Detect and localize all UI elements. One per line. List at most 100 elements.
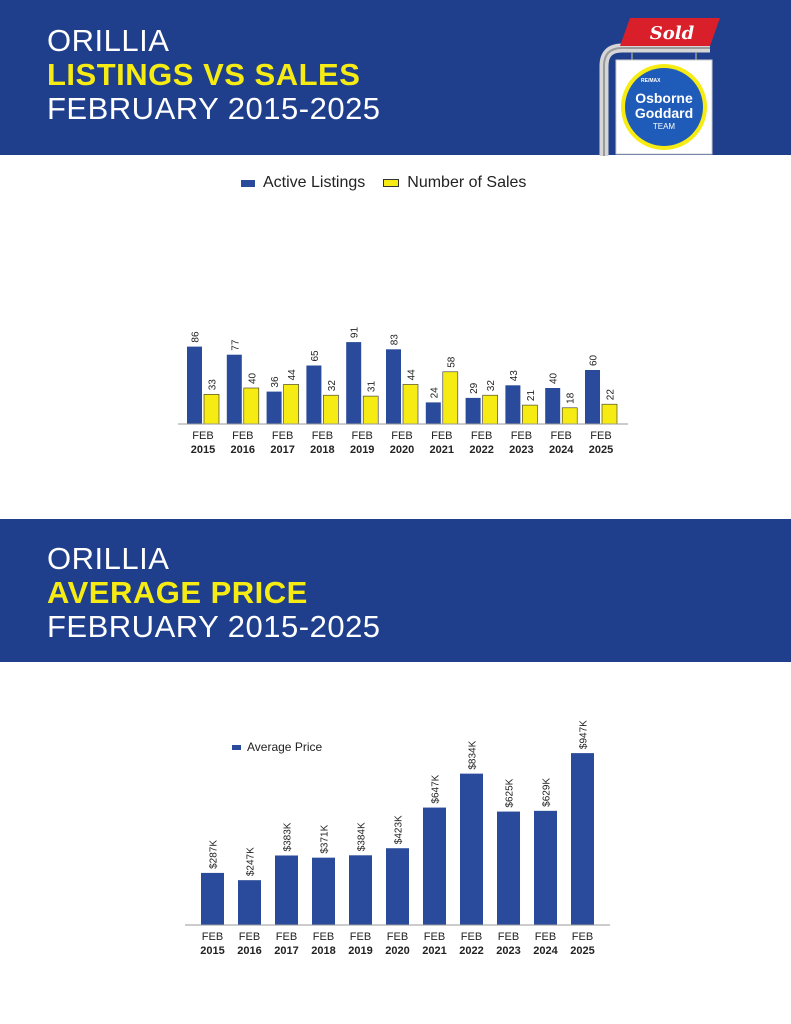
- data-label-price-2021: $647K: [431, 774, 442, 803]
- tick-label-year-2016: 2016: [231, 444, 255, 456]
- tick-label-year-2024: 2024: [549, 444, 574, 456]
- tick-label-month-2-2022: FEB: [461, 931, 482, 943]
- osborne-goddard-logo: Sold RE/MAX Osborne Goddard TEAM: [599, 18, 720, 156]
- bar-listings-2018: [306, 365, 322, 424]
- data-label-price-2016: $247K: [246, 847, 257, 876]
- bar-listings-2022: [465, 397, 481, 424]
- data-label-sales-2017: 44: [287, 369, 298, 381]
- tick-label-month-2018: FEB: [312, 430, 333, 442]
- title-city-2: ORILLIA: [47, 541, 170, 576]
- data-label-listings-2023: 43: [509, 370, 520, 382]
- legend-item-listings: Active Listings: [241, 174, 365, 192]
- bar-price-2018: [312, 857, 335, 925]
- tick-label-year-2017: 2017: [270, 444, 294, 456]
- data-label-sales-2018: 32: [327, 380, 338, 392]
- bar-listings-2019: [346, 342, 362, 424]
- bar-listings-2023: [505, 385, 521, 424]
- tick-label-year-2-2016: 2016: [237, 945, 261, 957]
- listings-vs-sales-chart: 86 33 FEB 2015 77 40 FEB 2016 36 44 FEB 2017 65 32 FEB…: [178, 327, 628, 456]
- data-label-listings-2015: 86: [191, 331, 202, 343]
- legend-swatch-price: [232, 744, 241, 750]
- tick-label-year-2019: 2019: [350, 444, 374, 456]
- title-city: ORILLIA: [47, 23, 170, 58]
- data-label-price-2023: $625K: [505, 778, 516, 807]
- legend-item-sales: Number of Sales: [383, 174, 526, 192]
- legend-swatch-listings: [241, 179, 255, 187]
- bar-listings-2015: [187, 346, 202, 424]
- tick-label-year-2023: 2023: [509, 444, 533, 456]
- bar-price-2019: [349, 855, 372, 925]
- tick-label-year-2022: 2022: [469, 444, 493, 456]
- data-label-sales-2021: 58: [446, 356, 457, 368]
- tick-label-month-2019: FEB: [351, 430, 372, 442]
- data-label-price-2024: $629K: [542, 778, 553, 807]
- legend-label-price: Average Price: [247, 740, 323, 754]
- bar-price-2025: [571, 753, 594, 925]
- tick-label-year-2-2017: 2017: [274, 945, 298, 957]
- sold-label: Sold: [650, 23, 695, 44]
- logo-name-line3: TEAM: [653, 122, 676, 131]
- tick-label-month-2025: FEB: [590, 430, 611, 442]
- bar-listings-2016: [226, 354, 242, 424]
- data-label-listings-2024: 40: [549, 372, 560, 384]
- tick-label-year-2-2022: 2022: [459, 945, 483, 957]
- logo-name-line1: Osborne: [635, 90, 693, 106]
- tick-label-month-2015: FEB: [192, 430, 213, 442]
- data-label-price-2025: $947K: [579, 720, 590, 749]
- bar-price-2024: [534, 810, 557, 925]
- tick-label-year-2-2020: 2020: [385, 945, 409, 957]
- data-label-listings-2020: 83: [390, 334, 401, 346]
- tick-label-month-2017: FEB: [272, 430, 293, 442]
- bar-price-2017: [275, 855, 298, 925]
- data-label-listings-2022: 29: [469, 382, 480, 394]
- title-period: FEBRUARY 2015-2025: [47, 91, 381, 126]
- title-subject-2: AVERAGE PRICE: [47, 575, 308, 610]
- data-label-listings-2025: 60: [589, 354, 600, 366]
- data-label-listings-2017: 36: [270, 376, 281, 388]
- logo-circle: [625, 68, 703, 146]
- tick-label-month-2-2023: FEB: [498, 931, 519, 943]
- bar-listings-2017: [266, 391, 282, 424]
- tick-label-month-2-2019: FEB: [350, 931, 371, 943]
- bar-price-2020: [386, 848, 409, 925]
- tick-label-month-2024: FEB: [550, 430, 571, 442]
- data-label-listings-2018: 65: [310, 350, 321, 362]
- sold-banner: [620, 18, 720, 46]
- tick-label-year-2025: 2025: [589, 444, 613, 456]
- tick-label-month-2-2017: FEB: [276, 931, 297, 943]
- data-label-price-2018: $371K: [320, 824, 331, 853]
- bar-price-2022: [460, 773, 483, 925]
- data-label-sales-2022: 32: [486, 380, 497, 392]
- brand-small: RE/MAX: [641, 78, 661, 84]
- data-label-price-2020: $423K: [394, 815, 405, 844]
- header-banner-price: ORILLIA AVERAGE PRICE FEBRUARY 2015-2025: [0, 519, 791, 662]
- tick-label-year-2-2023: 2023: [496, 945, 520, 957]
- logo-name-line2: Goddard: [635, 105, 693, 121]
- bar-listings-2020: [386, 349, 401, 424]
- data-label-sales-2020: 44: [407, 369, 418, 381]
- data-label-sales-2024: 18: [566, 392, 577, 404]
- tick-label-month-2-2016: FEB: [239, 931, 260, 943]
- data-label-listings-2021: 24: [429, 387, 440, 399]
- title-subject: LISTINGS VS SALES: [47, 57, 361, 92]
- tick-label-year-2-2024: 2024: [533, 945, 558, 957]
- tick-label-year-2-2025: 2025: [570, 945, 594, 957]
- title-period-2: FEBRUARY 2015-2025: [47, 609, 381, 644]
- data-label-price-2019: $384K: [357, 822, 368, 851]
- bar-price-2016: [238, 880, 261, 925]
- data-label-price-2015: $287K: [209, 840, 220, 869]
- bar-listings-2021: [425, 402, 441, 424]
- data-label-sales-2025: 22: [606, 389, 617, 401]
- tick-label-month-2-2025: FEB: [572, 931, 593, 943]
- data-label-sales-2023: 21: [526, 390, 537, 402]
- data-label-listings-2016: 77: [230, 339, 241, 351]
- tick-label-month-2016: FEB: [232, 430, 253, 442]
- legend-swatch-sales: [383, 179, 400, 187]
- legend-label-sales: Number of Sales: [407, 174, 527, 191]
- tick-label-year-2021: 2021: [430, 444, 454, 456]
- tick-label-year-2020: 2020: [390, 444, 414, 456]
- tick-label-year-2-2019: 2019: [348, 945, 372, 957]
- tick-label-year-2015: 2015: [191, 444, 215, 456]
- tick-label-month-2-2018: FEB: [313, 931, 334, 943]
